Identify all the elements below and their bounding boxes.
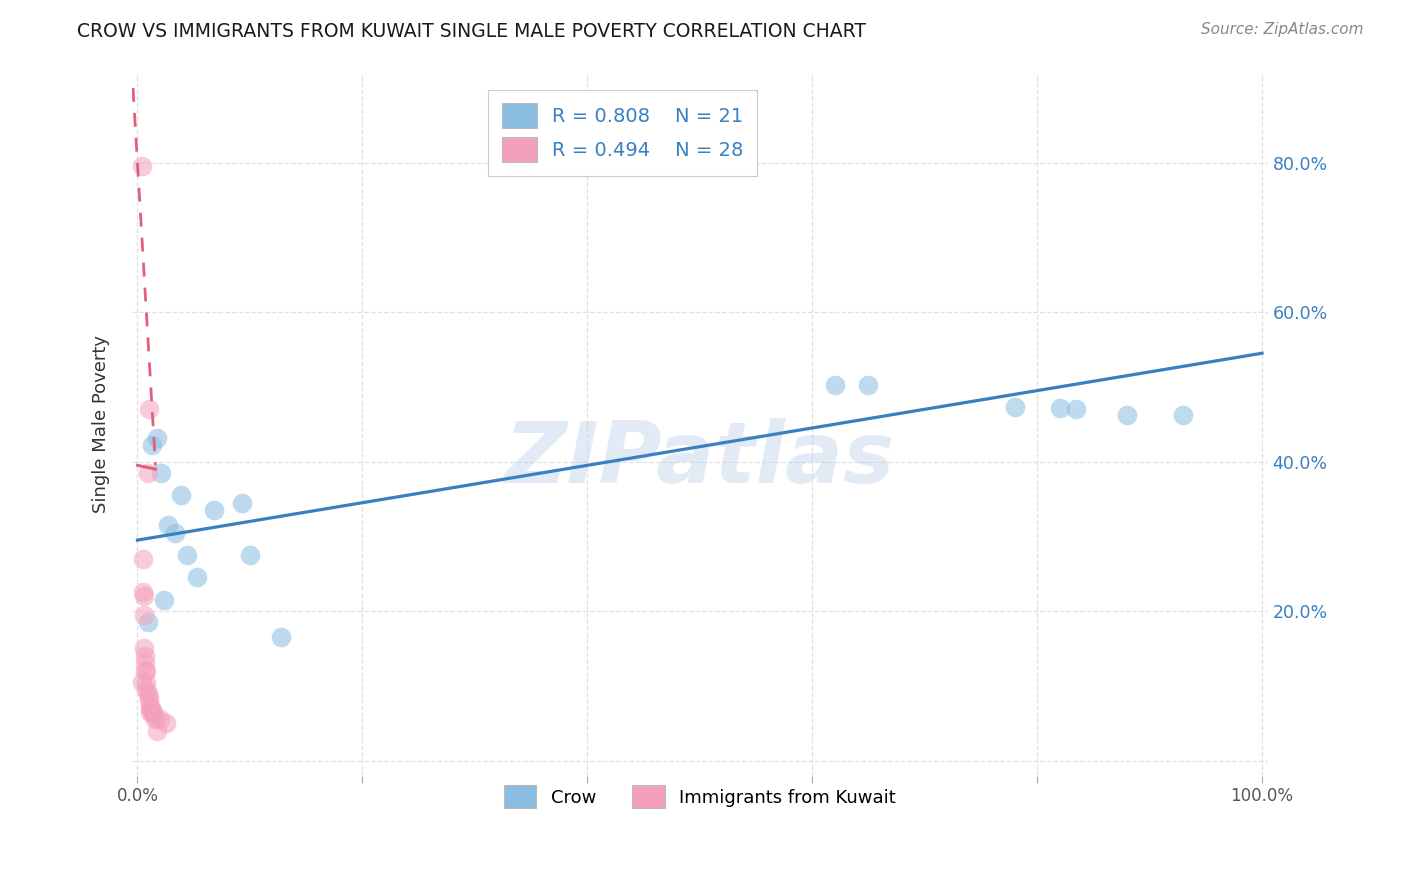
Point: [135, 682, 157, 697]
Point: [139, 701, 162, 715]
Point: [150, 466, 173, 480]
Point: [131, 160, 153, 174]
Point: [141, 705, 163, 719]
Point: [1116, 408, 1139, 422]
Point: [176, 548, 198, 562]
Point: [155, 716, 177, 731]
Text: ZIPatlas: ZIPatlas: [505, 417, 894, 501]
Legend: Crow, Immigrants from Kuwait: Crow, Immigrants from Kuwait: [496, 778, 903, 815]
Point: [1173, 409, 1195, 423]
Point: [135, 675, 157, 690]
Point: [136, 615, 159, 630]
Point: [824, 378, 846, 392]
Point: [132, 551, 155, 566]
Point: [139, 705, 162, 719]
Point: [1004, 400, 1026, 414]
Point: [139, 701, 162, 715]
Text: Source: ZipAtlas.com: Source: ZipAtlas.com: [1201, 22, 1364, 37]
Point: [134, 607, 156, 622]
Point: [202, 503, 225, 517]
Point: [149, 713, 172, 727]
Point: [270, 630, 292, 644]
Point: [231, 496, 253, 510]
Point: [239, 548, 262, 562]
Point: [132, 585, 155, 599]
Point: [134, 664, 156, 678]
Point: [145, 431, 167, 445]
Point: [131, 675, 153, 690]
Point: [156, 518, 179, 533]
Point: [170, 488, 193, 502]
Point: [135, 664, 157, 678]
Point: [145, 723, 167, 738]
Point: [134, 657, 156, 671]
Point: [163, 525, 186, 540]
Point: [1066, 401, 1088, 416]
Point: [138, 690, 160, 704]
Point: [153, 593, 176, 607]
Text: CROW VS IMMIGRANTS FROM KUWAIT SINGLE MALE POVERTY CORRELATION CHART: CROW VS IMMIGRANTS FROM KUWAIT SINGLE MA…: [77, 22, 866, 41]
Point: [186, 570, 208, 584]
Point: [142, 705, 165, 719]
Y-axis label: Single Male Poverty: Single Male Poverty: [93, 335, 110, 513]
Point: [145, 713, 167, 727]
Point: [1049, 401, 1071, 415]
Point: [141, 438, 163, 452]
Point: [136, 466, 159, 480]
Point: [136, 686, 159, 700]
Point: [143, 708, 166, 723]
Point: [134, 648, 156, 663]
Point: [134, 641, 156, 656]
Point: [134, 589, 156, 603]
Point: [858, 377, 880, 392]
Point: [138, 694, 160, 708]
Point: [138, 402, 160, 417]
